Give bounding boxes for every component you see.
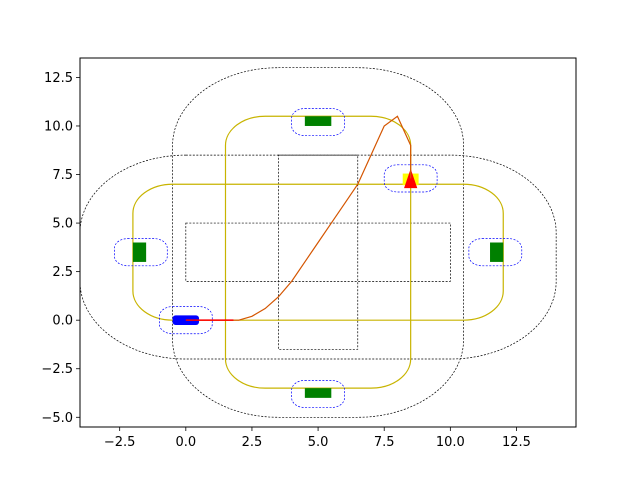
y-tick-label: 10.0: [44, 119, 73, 134]
zone-0: [291, 108, 345, 137]
x-tick-label: 2.5: [242, 435, 263, 450]
station-right: [490, 242, 504, 262]
station-bottom: [304, 388, 332, 398]
x-tick-label: 10.0: [436, 435, 465, 450]
y-tick-label: 2.5: [52, 265, 73, 280]
axes-frame: [79, 57, 577, 428]
inner-boundary-1: [278, 154, 359, 350]
x-tick-label: −2.5: [104, 435, 136, 450]
outer-boundary-horizontal: [80, 154, 557, 360]
station-top: [304, 116, 332, 126]
y-tick-label: 5.0: [52, 217, 73, 232]
x-tick-label: 5.0: [308, 435, 329, 450]
y-tick-label: 0.0: [52, 314, 73, 329]
zone-1: [291, 380, 345, 408]
station-left: [132, 242, 147, 262]
y-tick-label: −5.0: [41, 411, 73, 426]
zone-2: [114, 238, 168, 267]
x-tick-label: 0.0: [175, 435, 196, 450]
zone-3: [468, 238, 523, 267]
planned-path: [185, 115, 412, 321]
route-loop-1: [132, 183, 504, 321]
y-tick-label: 7.5: [52, 168, 73, 183]
y-tick-label: −2.5: [41, 362, 73, 377]
inner-boundary-0: [185, 222, 451, 282]
outer-boundary-vertical: [172, 67, 464, 418]
axis-ticks: −2.5 0.0 2.5 5.0 7.5 10.0 12.5 −5.0 −2.5 0.0 2.5 5.…: [41, 71, 531, 450]
x-tick-label: 7.5: [374, 435, 395, 450]
route-loop-0: [224, 115, 412, 389]
x-tick-label: 12.5: [502, 435, 531, 450]
zone-4: [383, 164, 438, 193]
y-tick-label: 12.5: [44, 71, 73, 86]
zone-5: [159, 306, 213, 335]
chart-marks: [80, 67, 557, 418]
